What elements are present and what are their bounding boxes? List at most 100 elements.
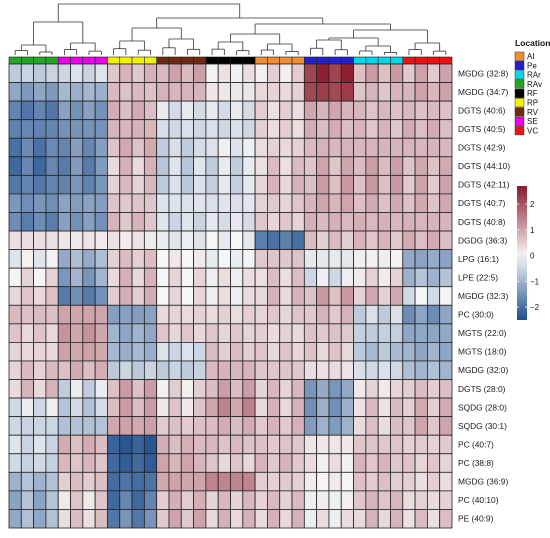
heatmap-cell xyxy=(426,416,441,436)
heatmap-cell xyxy=(119,434,133,455)
row-label: DGTS (42:9) xyxy=(458,143,506,153)
heatmap-cell xyxy=(254,174,268,195)
heatmap-cell xyxy=(205,193,219,213)
heatmap-cell xyxy=(414,286,428,306)
heatmap-cell xyxy=(439,416,453,436)
heatmap-cell xyxy=(217,341,231,362)
heatmap-cell xyxy=(193,434,207,455)
row-label: LPG (16:1) xyxy=(458,254,499,264)
heatmap-cell xyxy=(267,379,281,399)
heatmap-cell xyxy=(107,82,121,102)
heatmap-cell xyxy=(426,471,441,492)
heatmap-cell xyxy=(328,434,342,455)
row-label: MGDG (32:0) xyxy=(458,365,508,375)
heatmap-cell xyxy=(439,471,453,492)
heatmap-cell xyxy=(365,471,379,492)
column-dendrogram xyxy=(14,3,447,55)
heatmap-cell xyxy=(131,341,145,362)
heatmap-cell xyxy=(267,323,281,343)
heatmap-cell xyxy=(340,379,354,399)
heatmap-cell xyxy=(353,174,367,195)
heatmap-cell xyxy=(340,471,354,492)
heatmap-cell xyxy=(414,249,428,269)
heatmap-cell xyxy=(316,286,330,306)
heatmap-cell xyxy=(70,304,84,325)
heatmap-cell xyxy=(390,341,404,362)
heatmap-cell xyxy=(82,249,96,269)
heatmap-cell xyxy=(267,137,281,158)
heatmap-cell xyxy=(291,434,305,455)
heatmap-cell xyxy=(180,137,194,158)
heatmap-cell xyxy=(353,490,367,510)
heatmap-cell xyxy=(340,230,354,250)
heatmap-cell xyxy=(57,453,71,473)
heatmap-cell xyxy=(291,490,305,510)
heatmap-cell xyxy=(340,397,354,418)
row-label: MGTS (18:0) xyxy=(458,347,507,357)
heatmap-cell xyxy=(94,267,108,288)
heatmap-cell xyxy=(254,416,268,436)
heatmap-cell xyxy=(143,267,158,288)
heatmap-cell xyxy=(20,63,35,83)
heatmap-cell xyxy=(107,286,121,306)
heatmap-cell xyxy=(426,174,441,195)
heatmap-cell xyxy=(340,119,354,139)
heatmap-cell xyxy=(131,63,145,83)
heatmap-cell xyxy=(254,137,268,158)
heatmap-cell xyxy=(180,341,194,362)
heatmap-cell xyxy=(267,360,281,380)
heatmap-cell xyxy=(8,323,22,343)
heatmap-cell xyxy=(20,434,35,455)
heatmap-cell xyxy=(131,434,145,455)
heatmap-cell xyxy=(107,434,121,455)
heatmap-cell xyxy=(217,416,231,436)
heatmap-cell xyxy=(33,323,47,343)
heatmap-cell xyxy=(20,82,35,102)
heatmap-cell xyxy=(365,249,379,269)
heatmap-cell xyxy=(82,156,96,176)
row-label: PE (40:9) xyxy=(458,514,494,524)
heatmap-cell xyxy=(131,490,145,510)
heatmap-cell xyxy=(217,509,231,529)
heatmap-cell xyxy=(267,212,281,232)
heatmap-cell xyxy=(390,323,404,343)
heatmap-cell xyxy=(316,193,330,213)
heatmap-cell xyxy=(217,174,231,195)
heatmap-cell xyxy=(377,323,391,343)
heatmap-cell xyxy=(402,490,416,510)
heatmap-cell xyxy=(426,453,441,473)
heatmap-cell xyxy=(205,304,219,325)
heatmap-cell xyxy=(316,379,330,399)
heatmap-cell xyxy=(107,323,121,343)
heatmap-cell xyxy=(82,82,96,102)
heatmap-cell xyxy=(402,193,416,213)
heatmap-cell xyxy=(33,360,47,380)
heatmap-cell xyxy=(33,63,47,83)
heatmap-cell xyxy=(94,379,108,399)
annotation-cell xyxy=(119,56,133,65)
heatmap-cell xyxy=(439,100,453,121)
heatmap-cell xyxy=(94,341,108,362)
heatmap-cell xyxy=(402,471,416,492)
heatmap-cell xyxy=(57,341,71,362)
heatmap-cell xyxy=(365,100,379,121)
heatmap-cell xyxy=(365,379,379,399)
legend-label: RF xyxy=(527,89,538,98)
heatmap-cell xyxy=(57,286,71,306)
legend-swatch xyxy=(514,61,525,71)
annotation-cell xyxy=(45,56,59,65)
heatmap-cell xyxy=(414,509,428,529)
heatmap-cell xyxy=(303,230,318,250)
heatmap-cell xyxy=(439,174,453,195)
row-label: MGDG (32:3) xyxy=(458,291,508,301)
heatmap-cell xyxy=(267,230,281,250)
heatmap-cell xyxy=(328,471,342,492)
heatmap-cell xyxy=(426,82,441,102)
heatmap-cell xyxy=(254,63,268,83)
heatmap-cell xyxy=(217,434,231,455)
heatmap-cell xyxy=(230,323,244,343)
heatmap-cell xyxy=(33,286,47,306)
heatmap-cell xyxy=(291,267,305,288)
heatmap-cell xyxy=(205,434,219,455)
heatmap-cell xyxy=(267,82,281,102)
